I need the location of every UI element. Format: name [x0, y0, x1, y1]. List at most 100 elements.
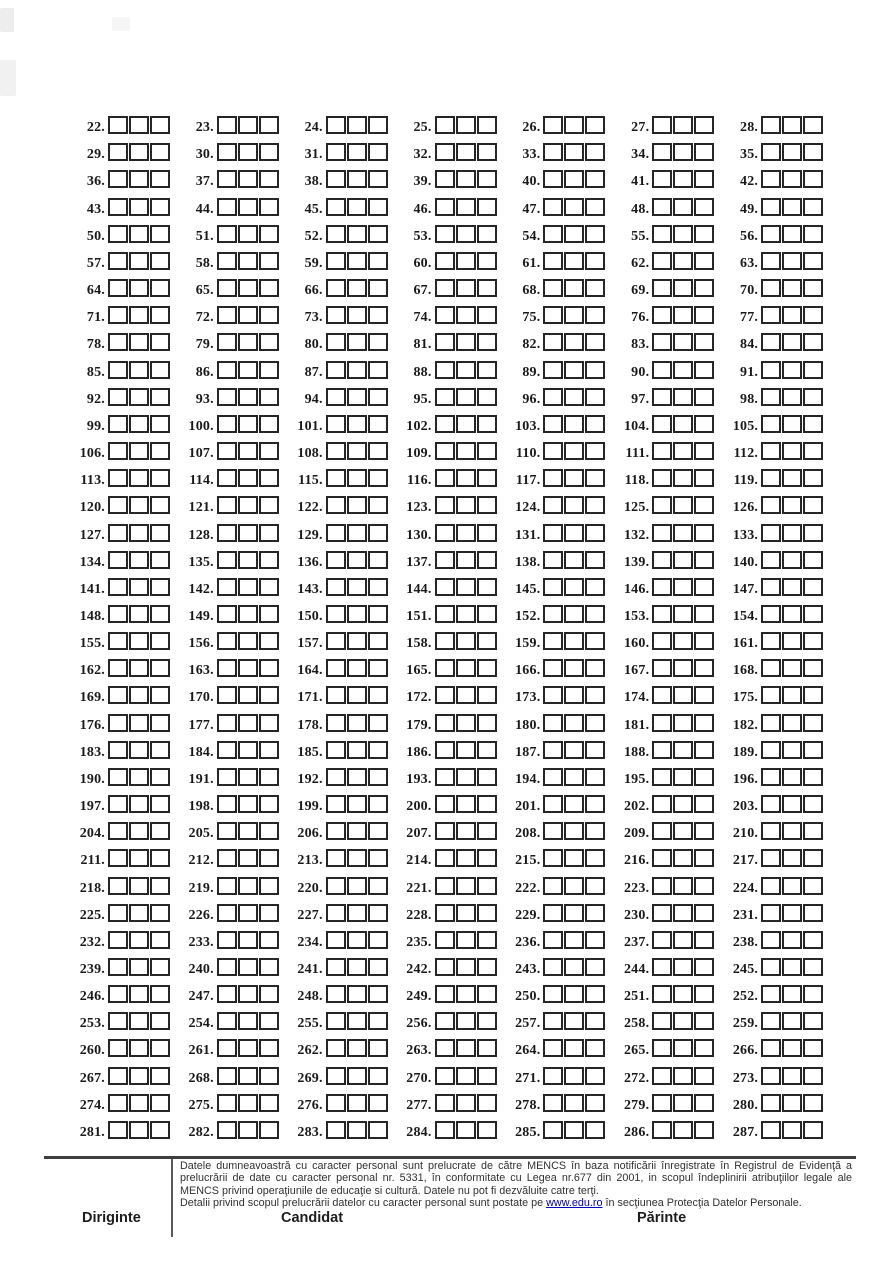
- answer-box[interactable]: [761, 333, 782, 352]
- answer-box[interactable]: [258, 251, 279, 270]
- answer-box[interactable]: [476, 604, 497, 623]
- answer-box[interactable]: [782, 279, 803, 298]
- answer-box[interactable]: [803, 876, 824, 895]
- answer-box[interactable]: [325, 279, 346, 298]
- answer-box[interactable]: [216, 523, 237, 542]
- answer-box[interactable]: [129, 1120, 149, 1139]
- answer-box[interactable]: [476, 496, 497, 515]
- answer-box[interactable]: [782, 550, 803, 569]
- answer-box[interactable]: [761, 604, 782, 623]
- answer-box[interactable]: [652, 387, 673, 406]
- answer-box[interactable]: [782, 1066, 803, 1085]
- answer-box[interactable]: [237, 523, 258, 542]
- answer-box[interactable]: [694, 170, 715, 189]
- answer-box[interactable]: [476, 985, 497, 1004]
- answer-box[interactable]: [476, 767, 497, 786]
- answer-box[interactable]: [325, 767, 346, 786]
- answer-box[interactable]: [346, 1012, 367, 1031]
- answer-box[interactable]: [325, 930, 346, 949]
- answer-box[interactable]: [237, 1093, 258, 1112]
- answer-box[interactable]: [258, 1066, 279, 1085]
- answer-box[interactable]: [694, 740, 715, 759]
- answer-box[interactable]: [543, 550, 564, 569]
- answer-box[interactable]: [803, 279, 824, 298]
- answer-box[interactable]: [367, 143, 388, 162]
- answer-box[interactable]: [367, 550, 388, 569]
- answer-box[interactable]: [216, 1012, 237, 1031]
- answer-box[interactable]: [476, 713, 497, 732]
- answer-box[interactable]: [803, 414, 824, 433]
- answer-box[interactable]: [325, 659, 346, 678]
- answer-box[interactable]: [346, 686, 367, 705]
- answer-box[interactable]: [434, 1120, 455, 1139]
- answer-box[interactable]: [129, 1039, 149, 1058]
- answer-box[interactable]: [325, 387, 346, 406]
- answer-box[interactable]: [782, 224, 803, 243]
- answer-box[interactable]: [585, 767, 606, 786]
- answer-box[interactable]: [585, 360, 606, 379]
- answer-box[interactable]: [803, 360, 824, 379]
- answer-box[interactable]: [325, 1039, 346, 1058]
- answer-box[interactable]: [346, 604, 367, 623]
- answer-box[interactable]: [585, 523, 606, 542]
- answer-box[interactable]: [782, 143, 803, 162]
- answer-box[interactable]: [652, 279, 673, 298]
- answer-box[interactable]: [476, 1066, 497, 1085]
- answer-box[interactable]: [150, 686, 170, 705]
- answer-box[interactable]: [694, 577, 715, 596]
- answer-box[interactable]: [434, 930, 455, 949]
- answer-box[interactable]: [434, 306, 455, 325]
- answer-box[interactable]: [564, 523, 585, 542]
- answer-box[interactable]: [129, 604, 149, 623]
- answer-box[interactable]: [652, 550, 673, 569]
- answer-box[interactable]: [564, 170, 585, 189]
- answer-box[interactable]: [367, 632, 388, 651]
- answer-box[interactable]: [476, 170, 497, 189]
- answer-box[interactable]: [694, 1093, 715, 1112]
- answer-box[interactable]: [150, 659, 170, 678]
- answer-box[interactable]: [325, 1093, 346, 1112]
- answer-box[interactable]: [564, 333, 585, 352]
- answer-box[interactable]: [325, 116, 346, 135]
- answer-box[interactable]: [258, 306, 279, 325]
- answer-box[interactable]: [694, 1120, 715, 1139]
- answer-box[interactable]: [129, 903, 149, 922]
- answer-box[interactable]: [694, 143, 715, 162]
- answer-box[interactable]: [325, 496, 346, 515]
- answer-box[interactable]: [237, 360, 258, 379]
- answer-box[interactable]: [346, 251, 367, 270]
- answer-box[interactable]: [782, 496, 803, 515]
- answer-box[interactable]: [673, 442, 694, 461]
- answer-box[interactable]: [673, 143, 694, 162]
- answer-box[interactable]: [652, 1012, 673, 1031]
- answer-box[interactable]: [216, 469, 237, 488]
- answer-box[interactable]: [216, 1039, 237, 1058]
- answer-box[interactable]: [564, 903, 585, 922]
- answer-box[interactable]: [455, 849, 476, 868]
- answer-box[interactable]: [216, 577, 237, 596]
- answer-box[interactable]: [237, 143, 258, 162]
- answer-box[interactable]: [216, 550, 237, 569]
- answer-box[interactable]: [543, 197, 564, 216]
- answer-box[interactable]: [434, 170, 455, 189]
- answer-box[interactable]: [258, 958, 279, 976]
- answer-box[interactable]: [129, 116, 149, 135]
- answer-box[interactable]: [216, 713, 237, 732]
- answer-box[interactable]: [673, 414, 694, 433]
- answer-box[interactable]: [652, 197, 673, 216]
- answer-box[interactable]: [237, 224, 258, 243]
- answer-box[interactable]: [150, 333, 170, 352]
- answer-box[interactable]: [455, 604, 476, 623]
- answer-box[interactable]: [237, 1012, 258, 1031]
- answer-box[interactable]: [761, 1012, 782, 1031]
- answer-box[interactable]: [803, 604, 824, 623]
- answer-box[interactable]: [564, 1120, 585, 1139]
- answer-box[interactable]: [761, 713, 782, 732]
- answer-box[interactable]: [543, 632, 564, 651]
- answer-box[interactable]: [652, 1039, 673, 1058]
- answer-box[interactable]: [346, 496, 367, 515]
- answer-box[interactable]: [803, 849, 824, 868]
- answer-box[interactable]: [761, 496, 782, 515]
- answer-box[interactable]: [476, 442, 497, 461]
- answer-box[interactable]: [673, 550, 694, 569]
